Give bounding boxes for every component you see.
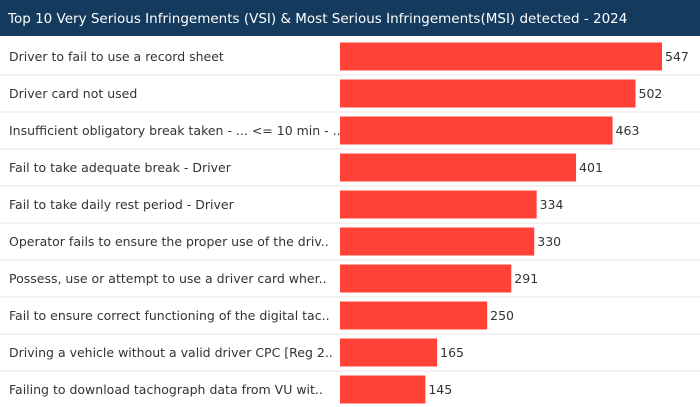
bar [340, 301, 488, 330]
category-label: Driving a vehicle without a valid driver… [9, 345, 333, 360]
value-label: 330 [537, 234, 561, 249]
category-label: Driver card not used [9, 86, 137, 101]
value-label: 291 [514, 271, 538, 286]
value-label: 165 [440, 345, 464, 360]
bar [340, 375, 426, 404]
bar [340, 42, 662, 71]
value-label: 401 [579, 160, 603, 175]
value-label: 334 [540, 197, 564, 212]
value-label: 502 [639, 86, 663, 101]
bar [340, 79, 636, 108]
title-bar [0, 0, 700, 36]
chart-title: Top 10 Very Serious Infringements (VSI) … [7, 11, 627, 27]
category-label: Fail to take adequate break - Driver [9, 160, 232, 175]
category-label: Failing to download tachograph data from… [9, 382, 323, 397]
category-label: Possess, use or attempt to use a driver … [9, 271, 327, 286]
category-label: Driver to fail to use a record sheet [9, 49, 224, 64]
category-label: Fail to take daily rest period - Driver [9, 197, 235, 212]
category-label: Operator fails to ensure the proper use … [9, 234, 329, 249]
value-label: 250 [490, 308, 514, 323]
bar [340, 227, 535, 256]
bar [340, 338, 438, 367]
value-label: 547 [665, 49, 689, 64]
bar [340, 153, 577, 182]
value-label: 145 [428, 382, 452, 397]
bar [340, 264, 512, 293]
bar [340, 116, 613, 145]
category-label: Fail to ensure correct functioning of th… [9, 308, 330, 323]
value-label: 463 [616, 123, 640, 138]
bar [340, 190, 537, 219]
category-label: Insufficient obligatory break taken - ..… [9, 123, 341, 138]
